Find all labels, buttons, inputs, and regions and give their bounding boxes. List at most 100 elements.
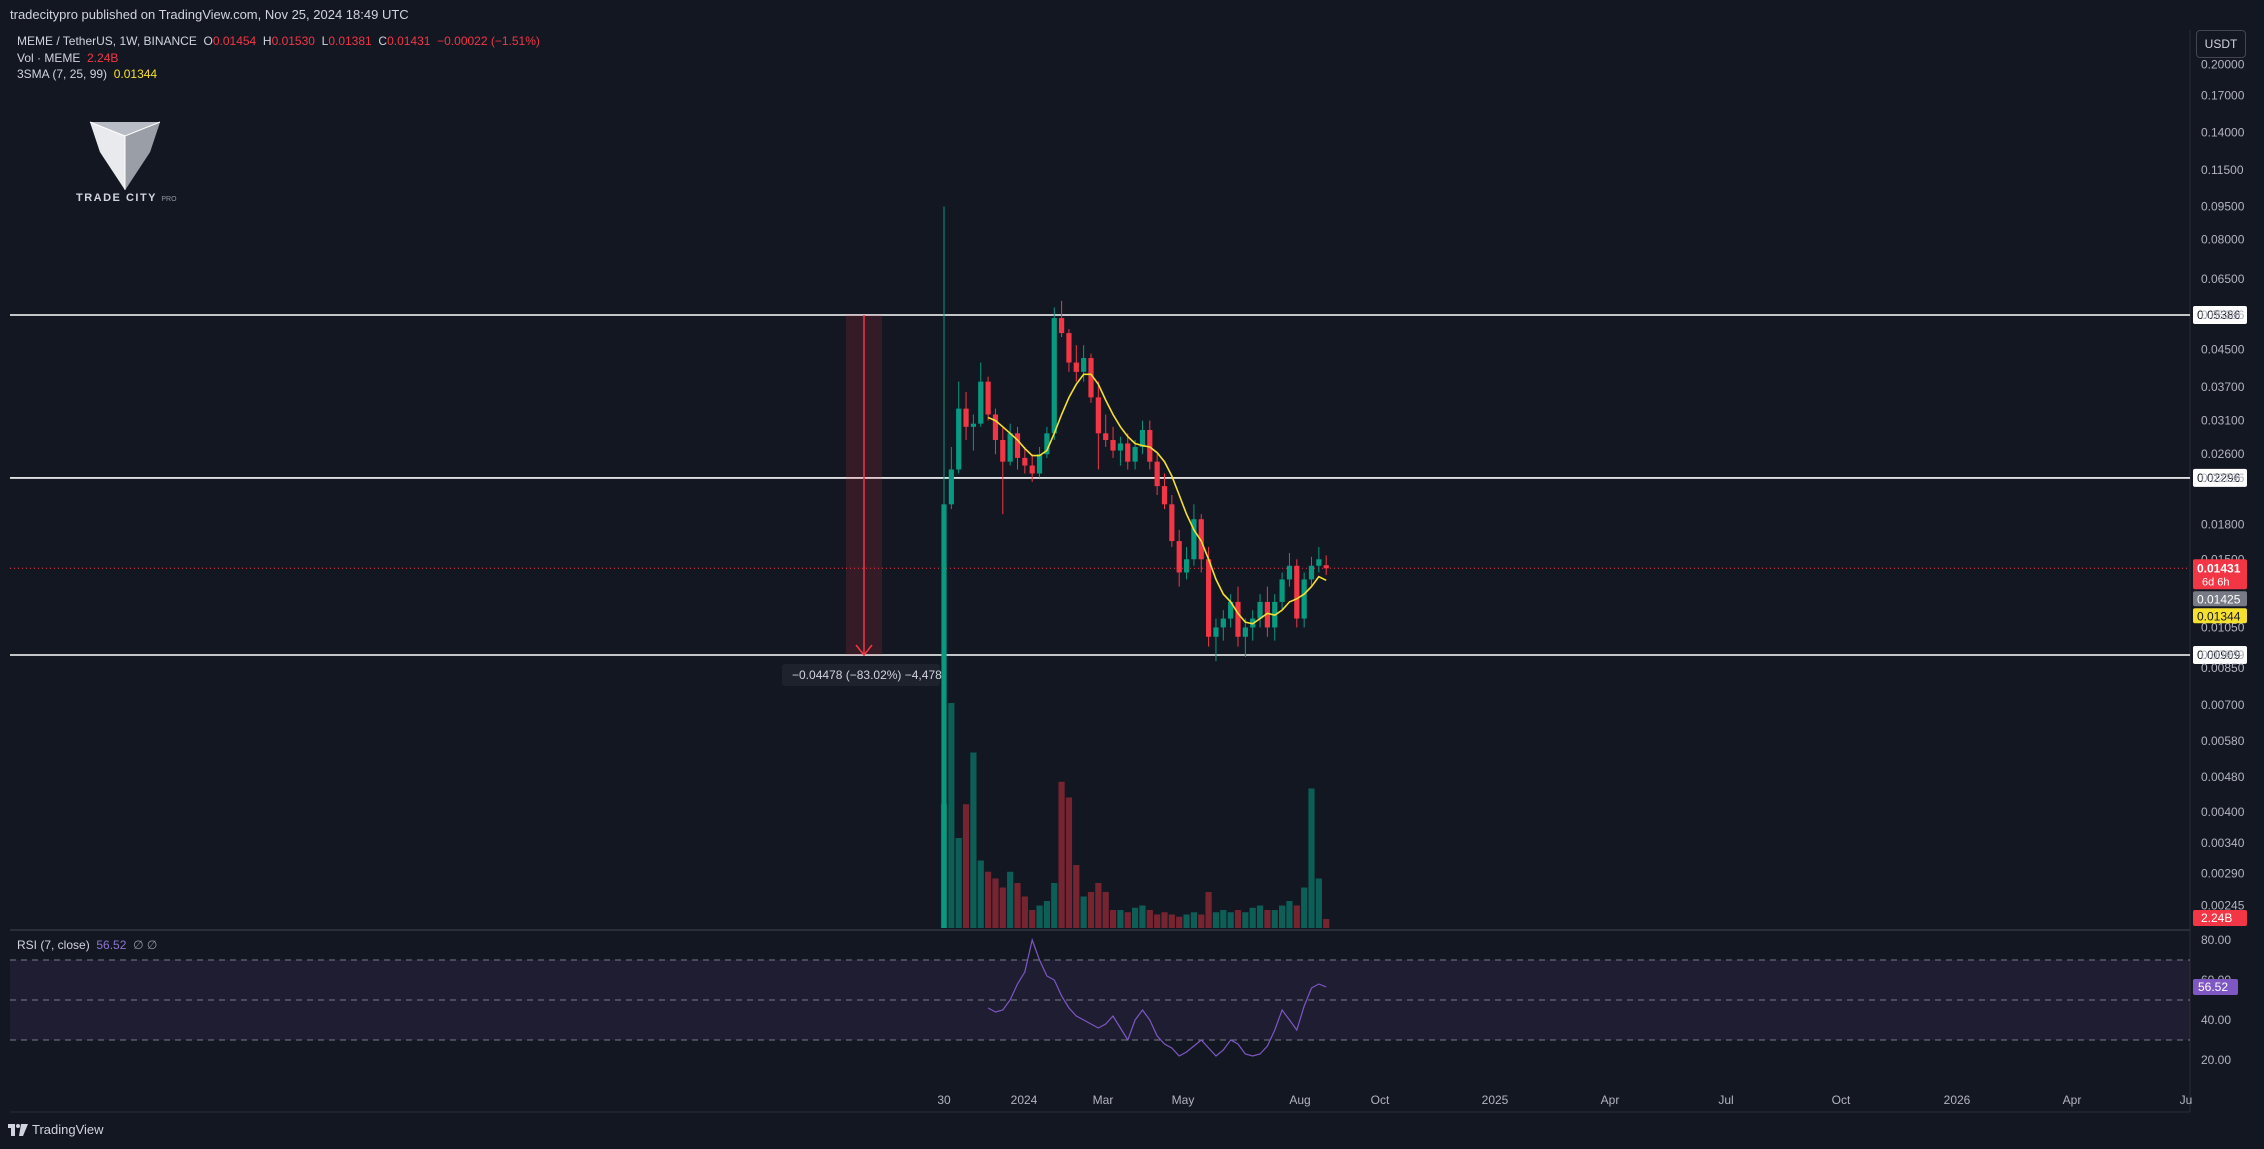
price-badge-label: 0.01425 [2197,592,2241,606]
candle-body [941,504,947,928]
sma-value: 0.01344 [113,67,158,81]
candle-body [1286,565,1293,580]
volume-bar [1095,883,1102,928]
candle-body [1316,559,1322,566]
price-tick-label: 0.00580 [2201,734,2245,748]
sma-label[interactable]: 3SMA (7, 25, 99) [17,67,108,81]
symbol-name[interactable]: MEME / TetherUS, 1W, BINANCE [17,34,197,48]
candle-body [1308,565,1315,580]
candle-body [1014,433,1021,458]
time-tick-label: Ju [2180,1093,2193,1107]
time-tick-label: Oct [1371,1093,1390,1107]
volume-badge [2193,910,2247,926]
candle-body [1000,440,1006,462]
volume-bar [948,703,955,928]
price-tick-label: 0.00290 [2201,866,2245,880]
candle-body [1059,318,1065,334]
time-tick-label: Apr [2063,1093,2082,1107]
candle-body [1213,627,1219,637]
volume-bar [962,804,970,928]
level-badge [2193,306,2247,324]
tradingview-footer[interactable]: TradingView [8,1122,104,1137]
measure-tool: −0.04478 (−83.02%) −4,478 [782,315,942,686]
volume-bar [1139,905,1146,928]
change-value: −0.00022 (−1.51%) [437,34,540,48]
candle-body [1323,565,1329,569]
candle-body [1081,358,1087,372]
time-tick-label: 30 [937,1093,951,1107]
price-tick-label: 0.01800 [2201,517,2245,531]
volume-bar [1279,905,1286,928]
candle-body [1103,433,1109,441]
price-tick-label: 0.14000 [2201,125,2245,139]
volume-bar [999,887,1006,928]
volume-bar [1007,871,1014,928]
volume-bar [985,871,992,928]
logo-pro: PRO [161,196,177,203]
volume-bar [1205,892,1212,928]
volume-bar [1117,910,1124,928]
price-tick-label: 0.00245 [2201,899,2245,913]
symbol-legend[interactable]: MEME / TetherUS, 1W, BINANCE O0.01454 H0… [17,34,540,49]
candle-body [1161,486,1168,505]
publish-line: tradecitypro published on TradingView.co… [10,7,409,22]
time-tick-label: Oct [1832,1093,1851,1107]
volume-bar [1301,887,1308,928]
low-value: 0.01381 [328,34,372,48]
candle-body [1257,601,1263,619]
close-label: C [378,34,388,48]
candle-body [1139,430,1146,447]
top-bar: tradecitypro published on TradingView.co… [0,0,2264,30]
volume-bar [977,860,984,928]
sma-path [987,373,1327,625]
candle-body [1250,618,1256,628]
candle-body [1117,443,1123,451]
price-tick-label: 0.00340 [2201,836,2245,850]
candle-body [1147,430,1153,462]
rsi-label[interactable]: RSI (7, close) [17,938,90,952]
candle-body [948,469,954,505]
candle-body [963,408,969,427]
rsi-tick-label: 80.00 [2201,933,2231,947]
open-value: 0.01454 [212,34,257,48]
volume-bar [1264,910,1271,928]
currency-button[interactable]: USDT [2196,30,2246,58]
volume-legend[interactable]: Vol · MEME 2.24B [17,51,118,66]
candles [941,206,1329,928]
candle-body [985,381,991,415]
candle-body [1044,433,1050,455]
close-value: 0.01431 [387,34,431,48]
candle-body [978,381,984,424]
price-tick-label: 0.04500 [2201,342,2245,356]
time-axis[interactable]: 30 2024 Mar May Aug Oct 2025 Apr Jul Oct 2026 Apr Ju [937,1093,2192,1107]
price-tick-label: 0.00480 [2201,770,2245,784]
measure-label-box [782,664,940,686]
volume-bar [992,878,999,928]
candle-body [1183,559,1190,573]
volume-bar [1021,896,1028,928]
candle-body [1066,333,1072,363]
price-tick-label: 0.00700 [2201,698,2245,712]
candle-body [1036,454,1043,474]
price-tick-label: 0.01050 [2201,620,2245,634]
low-label: L [321,34,329,48]
price-tick-label: 0.02296 [2201,471,2245,485]
candle-body [1073,362,1079,372]
price-tick-label: 0.20000 [2201,57,2245,71]
volume-bars [940,703,1330,928]
price-tick-label: 0.00400 [2201,805,2245,819]
level-badge [2193,646,2247,664]
rsi-line [987,937,1327,1057]
price-tick-label: 0.06500 [2201,272,2245,286]
rsi-legend[interactable]: RSI (7, close) 56.52 ∅ ∅ [17,938,157,953]
volume-label[interactable]: Vol · MEME [17,51,81,65]
price-axis[interactable]: 0.20000 0.17000 0.14000 0.11500 0.09500 0.080… [2201,57,2245,912]
candle-body [1169,504,1175,542]
volume-bar [1132,907,1139,928]
rsi-pane: 80.00 60.00 40.00 20.00 56.52 [10,933,2238,1067]
sma-legend[interactable]: 3SMA (7, 25, 99) 0.01344 [17,67,157,82]
volume-bar [1249,907,1256,928]
price-badge [2193,608,2247,624]
candle-body [1132,446,1138,462]
volume-bar [1087,892,1095,928]
